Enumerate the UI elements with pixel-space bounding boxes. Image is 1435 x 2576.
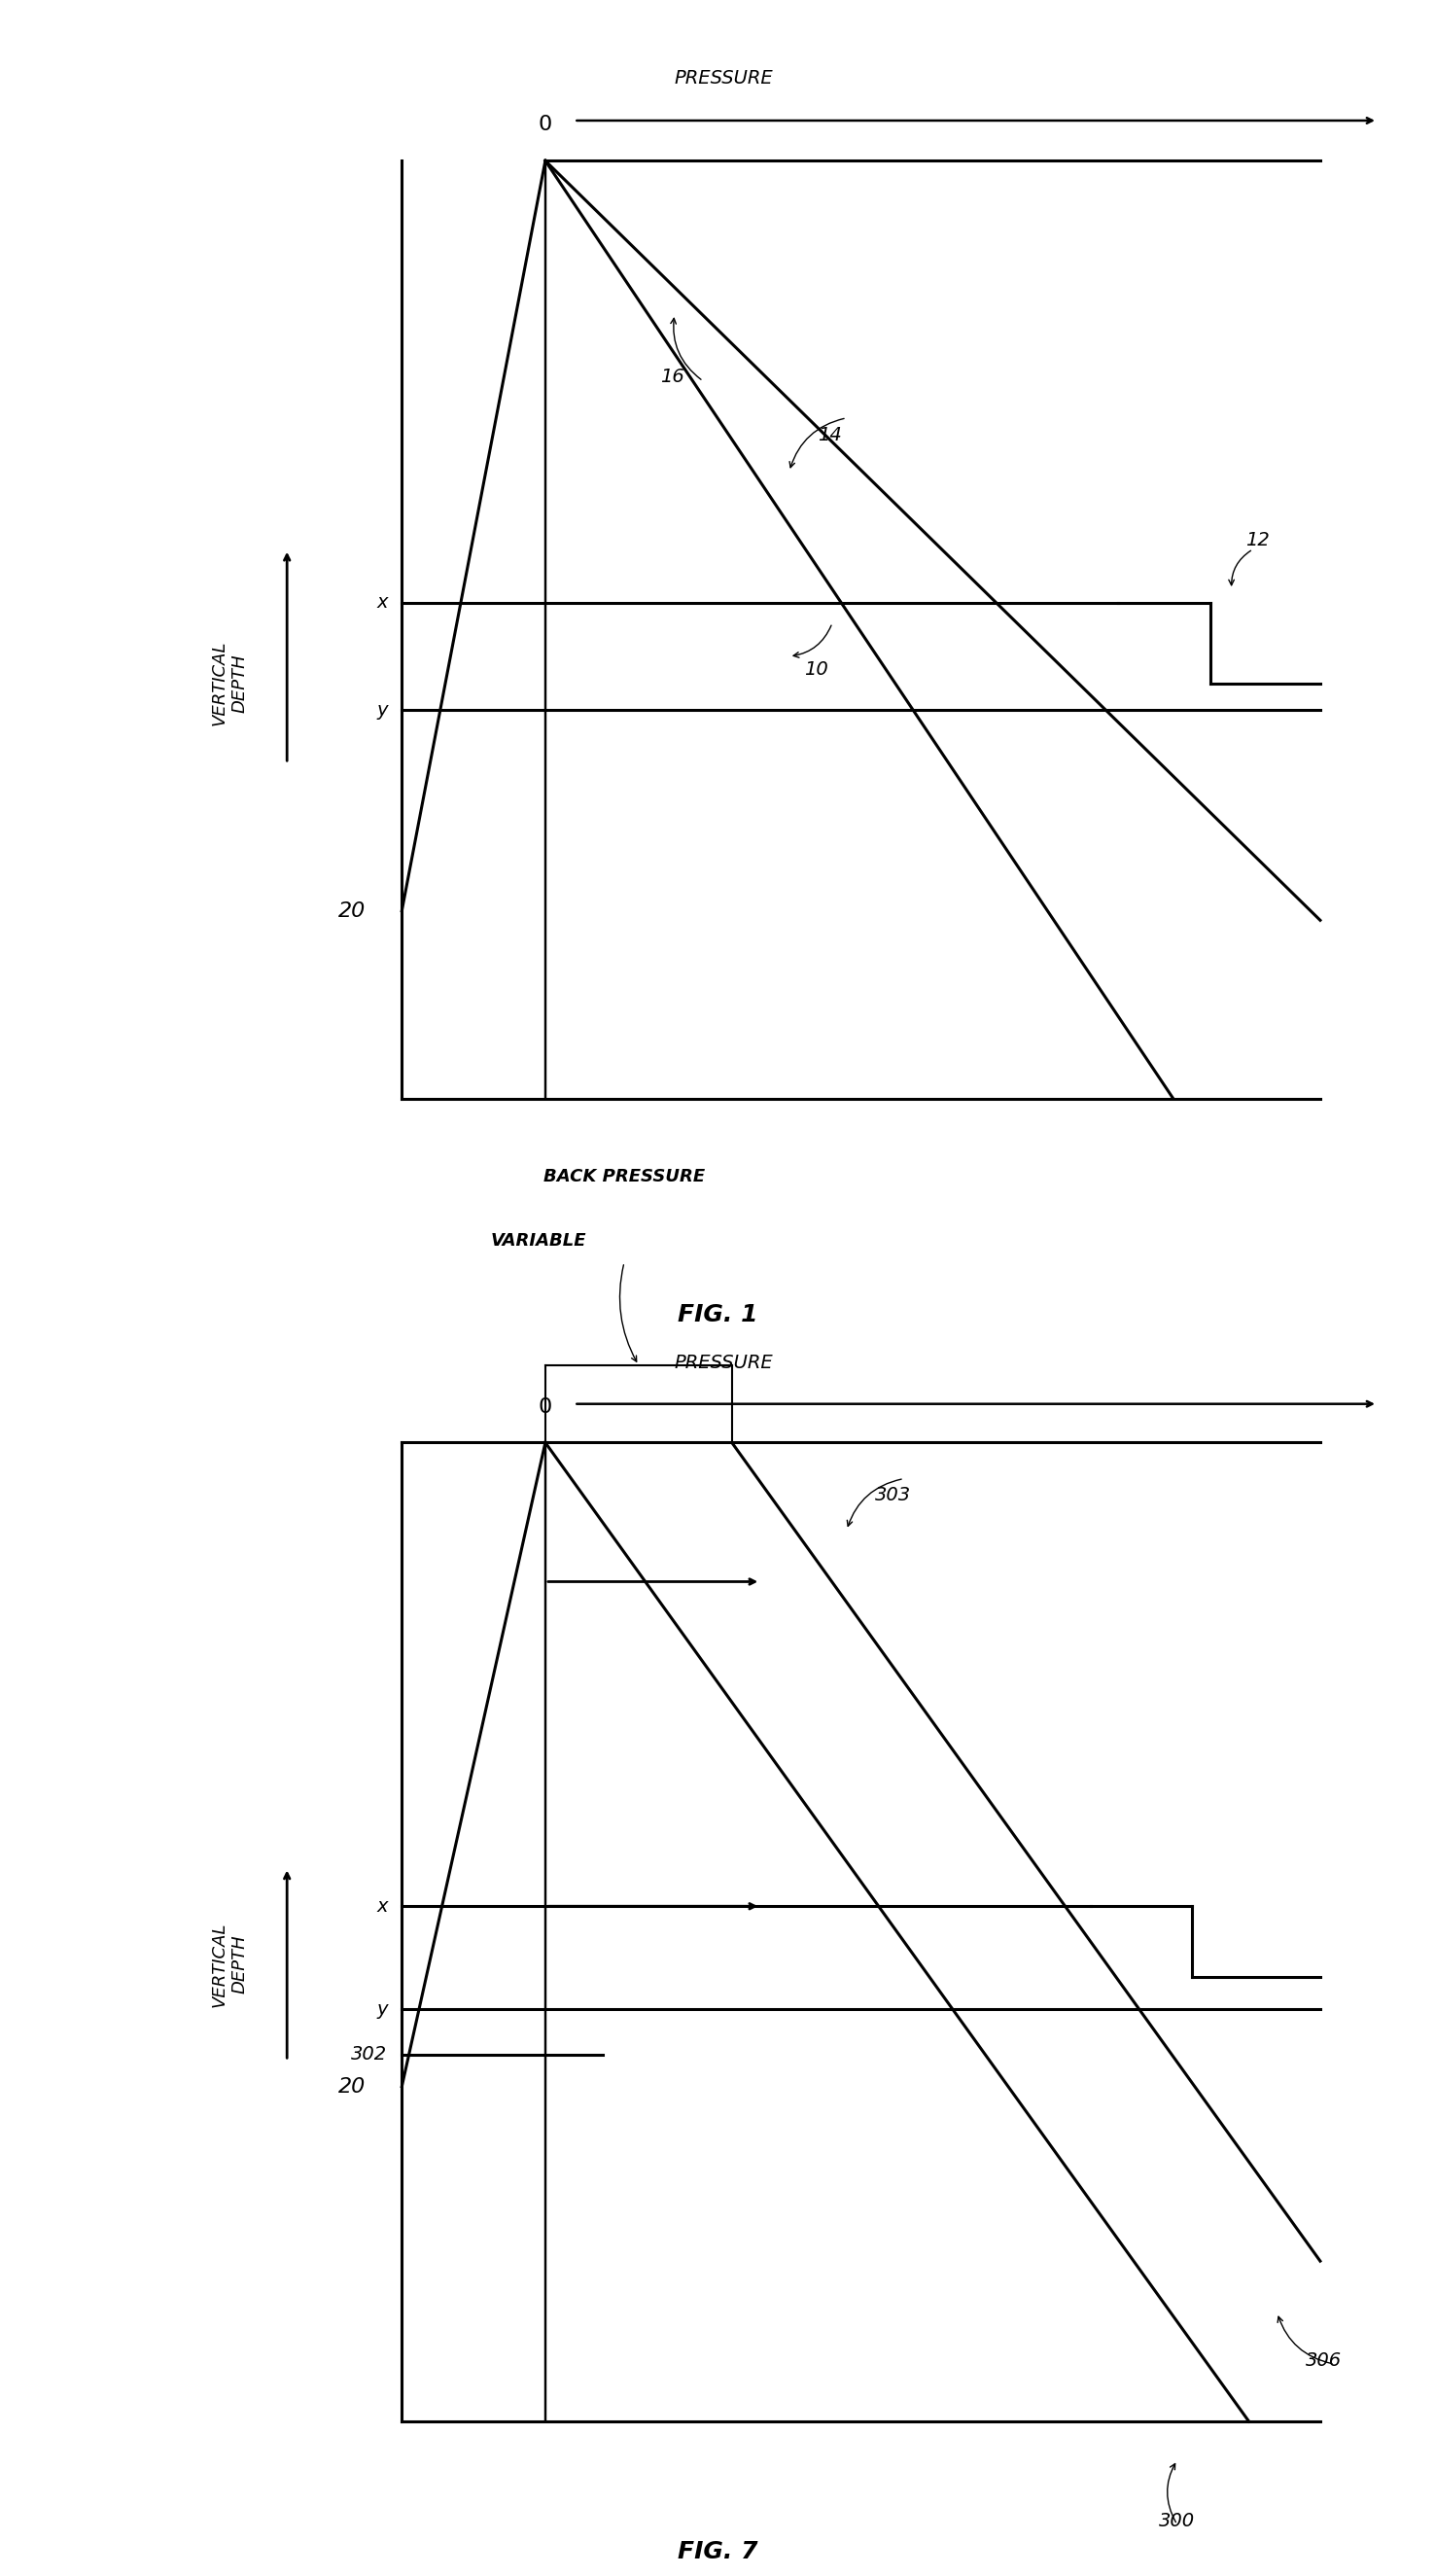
Text: VERTICAL
DEPTH: VERTICAL DEPTH [211,641,248,726]
Text: PRESSURE: PRESSURE [674,1352,773,1370]
Text: 14: 14 [818,425,842,446]
Text: 20: 20 [339,2076,366,2097]
Text: FIG. 1: FIG. 1 [677,1303,758,1327]
Text: VARIABLE: VARIABLE [491,1231,585,1249]
Text: 16: 16 [660,368,684,386]
Text: 10: 10 [804,659,828,680]
Text: 306: 306 [1306,2352,1342,2370]
Text: 12: 12 [1246,531,1270,549]
Text: x: x [376,1896,387,1917]
Text: PRESSURE: PRESSURE [674,70,773,88]
Text: 300: 300 [1159,2512,1195,2530]
Text: x: x [376,592,387,613]
Text: FIG. 7: FIG. 7 [677,2540,758,2563]
Text: 0: 0 [538,113,552,134]
Text: y: y [376,701,387,719]
Text: BACK PRESSURE: BACK PRESSURE [544,1167,705,1185]
Text: y: y [376,1999,387,2020]
Text: 20: 20 [339,902,366,920]
Text: 302: 302 [352,2045,387,2063]
Text: 0: 0 [538,1396,552,1417]
Text: VERTICAL
DEPTH: VERTICAL DEPTH [211,1922,248,2007]
Text: 303: 303 [875,1486,911,1504]
